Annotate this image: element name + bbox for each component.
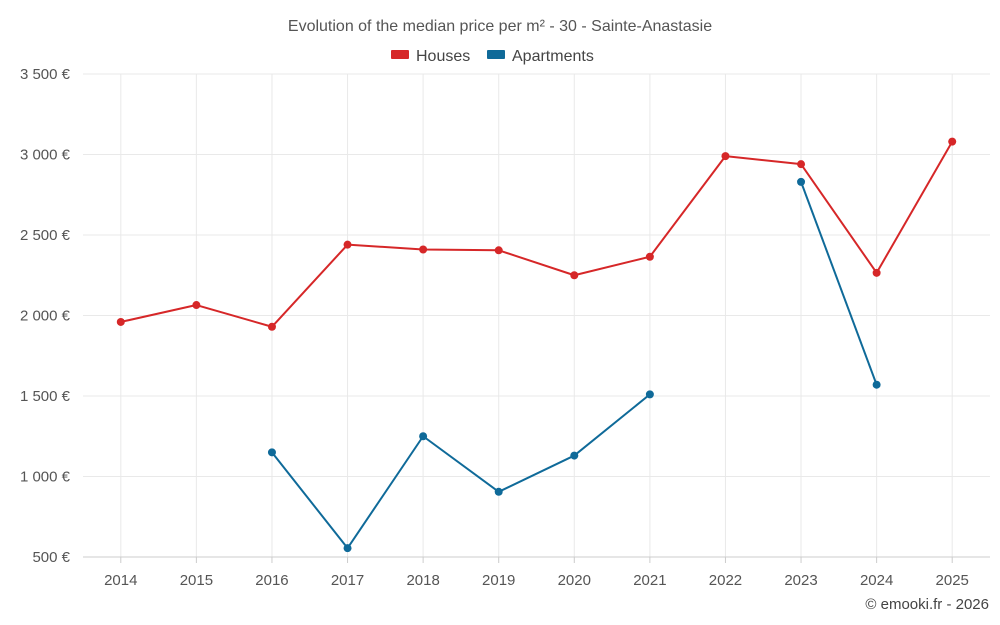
series-houses xyxy=(116,137,957,331)
x-tick-label: 2015 xyxy=(180,572,213,589)
x-tick-label: 2021 xyxy=(633,572,666,589)
legend: Houses Apartments xyxy=(391,48,594,65)
credit-text: © emooki.fr - 2026 xyxy=(865,596,989,613)
x-tick-label: 2024 xyxy=(860,572,893,589)
data-point[interactable] xyxy=(494,246,503,255)
data-point[interactable] xyxy=(570,451,579,460)
axes: 500 € 1 000 € 1 500 € 2 000 € 2 500 € 3 000 €… xyxy=(20,66,990,589)
legend-swatch-houses xyxy=(391,50,409,59)
data-point[interactable] xyxy=(872,380,881,389)
data-point[interactable] xyxy=(872,268,881,277)
data-point[interactable] xyxy=(645,390,654,399)
data-point[interactable] xyxy=(116,317,125,326)
y-tick-label: 1 500 € xyxy=(20,388,71,405)
data-point[interactable] xyxy=(419,432,428,441)
chart-title: Evolution of the median price per m² - 3… xyxy=(288,18,712,35)
series-line xyxy=(800,181,878,386)
legend-label-apartments: Apartments xyxy=(512,48,594,65)
data-point[interactable] xyxy=(721,152,730,161)
data-point[interactable] xyxy=(570,271,579,280)
data-point[interactable] xyxy=(267,448,276,457)
series xyxy=(116,137,957,553)
data-point[interactable] xyxy=(645,252,654,261)
data-point[interactable] xyxy=(494,487,503,496)
y-tick-label: 500 € xyxy=(32,549,70,566)
x-tick-label: 2022 xyxy=(709,572,742,589)
x-tick-label: 2017 xyxy=(331,572,364,589)
data-point[interactable] xyxy=(343,544,352,553)
y-tick-label: 3 000 € xyxy=(20,147,71,164)
x-tick-label: 2020 xyxy=(558,572,591,589)
y-tick-label: 3 500 € xyxy=(20,66,71,83)
series-line xyxy=(120,141,954,328)
data-point[interactable] xyxy=(192,301,201,310)
x-tick-label: 2025 xyxy=(936,572,969,589)
x-tick-label: 2014 xyxy=(104,572,137,589)
x-tick-label: 2023 xyxy=(784,572,817,589)
series-apartments xyxy=(267,177,881,553)
x-tick-label: 2018 xyxy=(406,572,439,589)
legend-label-houses: Houses xyxy=(416,48,470,65)
data-point[interactable] xyxy=(419,245,428,254)
data-point[interactable] xyxy=(797,160,806,169)
data-point[interactable] xyxy=(343,240,352,249)
y-tick-label: 2 500 € xyxy=(20,227,71,244)
x-tick-label: 2016 xyxy=(255,572,288,589)
series-line xyxy=(271,393,651,550)
data-point[interactable] xyxy=(267,322,276,331)
data-point[interactable] xyxy=(948,137,957,146)
y-tick-label: 1 000 € xyxy=(20,469,71,486)
grid xyxy=(83,73,990,557)
y-tick-label: 2 000 € xyxy=(20,308,71,325)
legend-swatch-apartments xyxy=(487,50,505,59)
data-point[interactable] xyxy=(797,177,806,186)
x-tick-label: 2019 xyxy=(482,572,515,589)
